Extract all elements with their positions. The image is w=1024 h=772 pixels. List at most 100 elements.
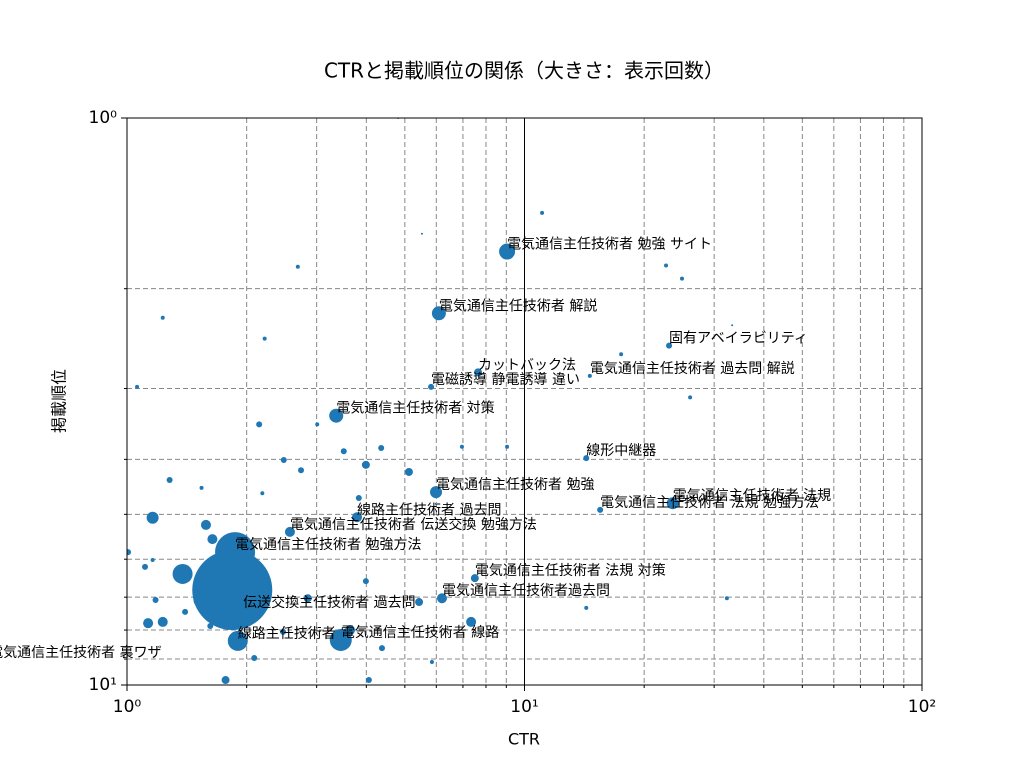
bubble: [135, 384, 140, 389]
point-label: 電気通信主任技術者 線路: [341, 625, 499, 641]
bubble: [221, 676, 230, 685]
bubble: [303, 594, 312, 603]
bubble: [295, 264, 300, 269]
bubble: [280, 456, 287, 463]
bubble: [315, 422, 320, 427]
bubble: [436, 593, 447, 604]
bubble: [679, 276, 684, 281]
bubble: [666, 342, 673, 349]
bubble: [587, 373, 592, 378]
bubble: [428, 383, 435, 390]
bubble: [260, 491, 265, 496]
bubble: [378, 445, 385, 452]
bubble: [431, 306, 446, 321]
bubble: [362, 578, 369, 585]
bubble: [361, 460, 370, 469]
bubble: [540, 210, 545, 215]
bubble: [474, 368, 483, 377]
bubble: [664, 263, 669, 268]
bubble: [597, 506, 604, 513]
bubble: [166, 477, 173, 484]
y-axis-label: 掲載順位: [50, 369, 69, 433]
bubble: [152, 596, 159, 603]
bubble: [280, 628, 287, 635]
bubble: [499, 243, 516, 260]
bubble: [352, 512, 363, 523]
bubble: [731, 324, 734, 327]
y-tick-label: 10⁰: [89, 108, 118, 128]
bubble: [207, 534, 218, 545]
point-label: 電気通信主任技術者 解説: [439, 298, 597, 314]
chart-title: CTRと掲載順位の関係（大きさ：表示回数）: [324, 59, 724, 83]
bubble: [200, 519, 211, 530]
point-label: 電気通信主任技術者 法規: [673, 488, 831, 504]
bubble: [415, 598, 424, 607]
point-label: 線路主任技術者 過去問: [357, 502, 501, 518]
bubble: [192, 550, 273, 631]
bubble: [329, 629, 352, 652]
points: [127, 118, 734, 685]
bubble: [199, 485, 204, 490]
bubble: [583, 455, 590, 462]
bubble: [146, 511, 159, 524]
bubble: [688, 395, 693, 400]
bubble: [256, 421, 263, 428]
point-label: 電気通信主任技術者 裏ワザ: [0, 644, 162, 661]
bubble: [157, 616, 168, 627]
point-label: 電気通信主任技術者 伝送交換 勉強方法: [290, 516, 537, 533]
bubble: [420, 232, 423, 235]
bubble: [127, 549, 132, 556]
point-label: 電磁誘導 静電誘導 違い: [431, 372, 580, 388]
bubble: [262, 336, 267, 341]
x-tick-label: 10⁰: [113, 697, 142, 717]
bubble: [365, 677, 372, 684]
point-label: 電気通信主任技術者 過去問 解説: [590, 361, 795, 377]
bubble: [345, 625, 356, 636]
bubble: [459, 444, 464, 449]
bubble: [284, 526, 295, 537]
point-label: 固有アベイラビリティ: [669, 331, 808, 347]
point-label: カットバック法: [478, 357, 576, 373]
bubble: [143, 618, 154, 629]
bubble: [298, 467, 305, 474]
point-label: 電気通信主任技術者過去問: [442, 583, 610, 599]
bubble: [207, 623, 214, 630]
bubble: [251, 654, 258, 661]
bubble: [429, 660, 434, 665]
bubble: [142, 563, 149, 570]
bubble: [404, 467, 413, 476]
bubble: [584, 605, 589, 610]
bubble: [172, 563, 193, 584]
bubble: [329, 408, 344, 423]
bubble: [199, 569, 212, 582]
bubble: [378, 645, 385, 652]
x-axis-label: CTR: [508, 730, 540, 749]
bubble: [160, 315, 165, 320]
bubble: [182, 608, 189, 615]
point-label: 電気通信主任技術者 勉強 サイト: [507, 237, 712, 253]
bubble: [619, 352, 624, 357]
point-label: 線形中継器: [586, 443, 656, 459]
bubble: [193, 591, 210, 608]
bubble: [666, 497, 679, 510]
point-label: 電気通信主任技術者 勉強方法: [235, 537, 421, 553]
y-tick-label: 10¹: [89, 675, 117, 695]
bubble: [340, 448, 347, 455]
bubble: [470, 574, 479, 583]
point-label: 電気通信主任技術者 法規 勉強方法: [600, 495, 819, 511]
bubble: [150, 558, 155, 563]
bubble: [466, 616, 477, 627]
x-tick-label: 10¹: [510, 697, 538, 717]
bubble: [430, 486, 443, 499]
point-label: 電気通信主任技術者 対策: [336, 400, 494, 417]
x-tick-label: 10²: [908, 697, 936, 717]
bubble: [505, 444, 510, 449]
point-label: 電気通信主任技術者 法規 対策: [475, 562, 666, 579]
point-label: 線路主任技術者: [238, 626, 336, 642]
point-label: 電気通信主任技術者 勉強: [436, 477, 594, 493]
point-label: 伝送交換主任技術者 過去問: [243, 594, 415, 611]
